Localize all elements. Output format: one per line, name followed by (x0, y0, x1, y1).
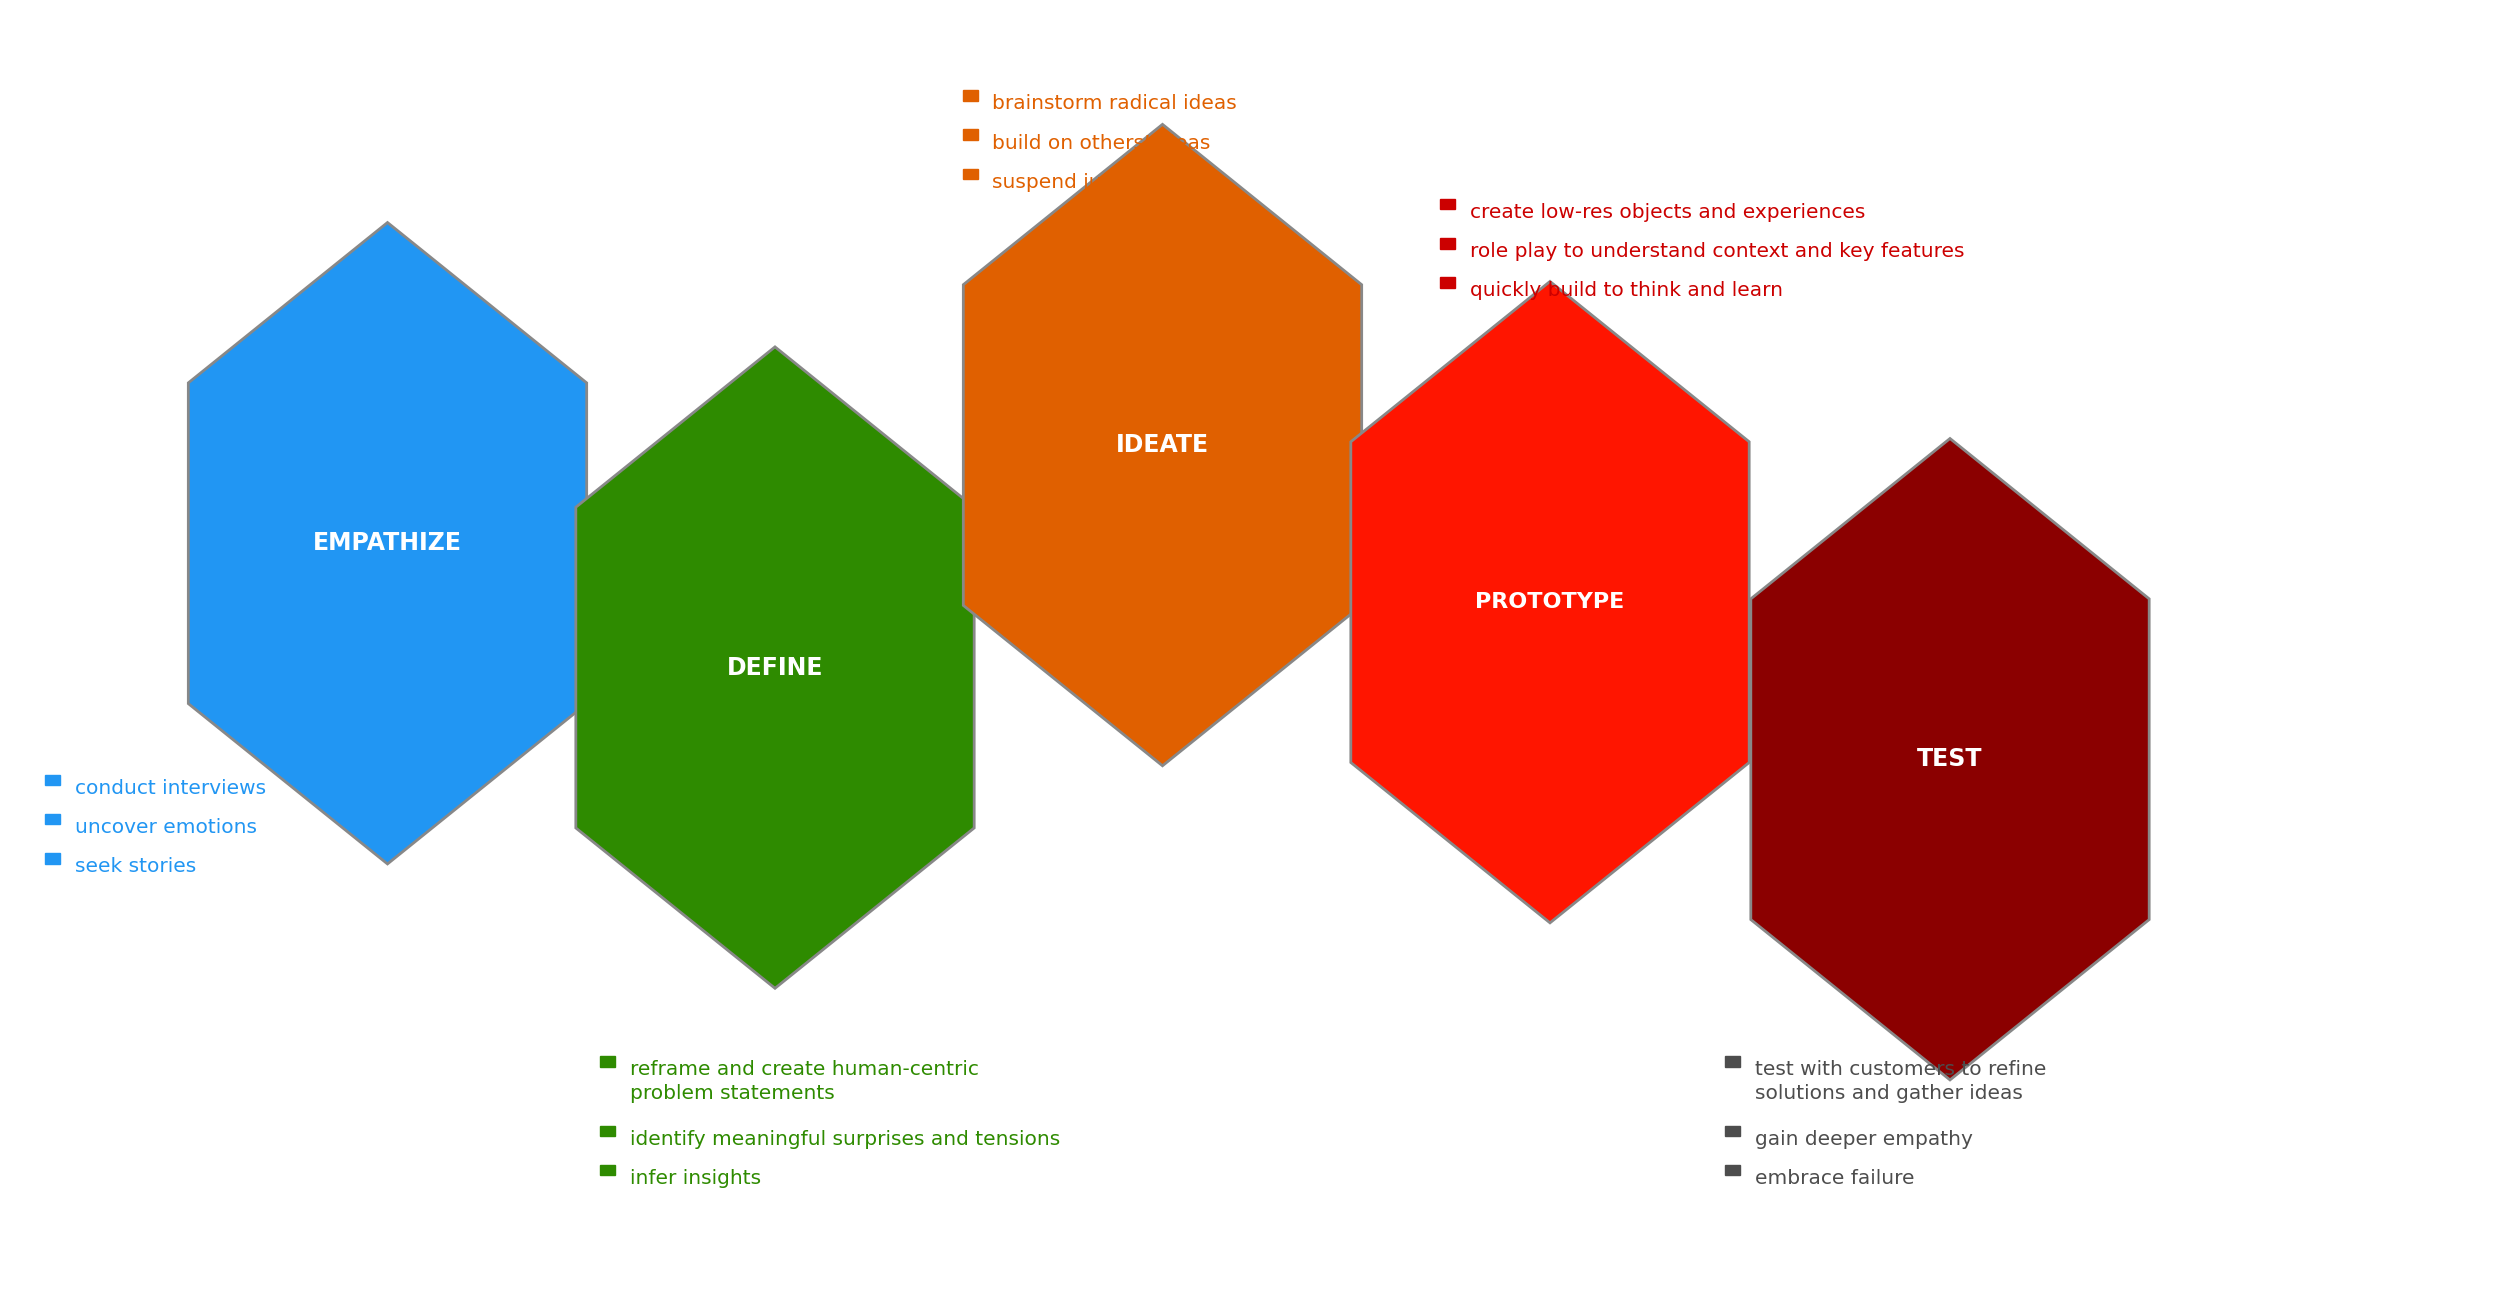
Text: reframe and create human-centric
problem statements: reframe and create human-centric problem… (630, 1060, 980, 1102)
Polygon shape (962, 124, 1362, 766)
Text: brainstorm radical ideas: brainstorm radical ideas (992, 94, 1238, 114)
Bar (600, 1165, 615, 1175)
Text: uncover emotions: uncover emotions (75, 818, 258, 838)
Bar (45, 775, 60, 785)
Text: IDEATE: IDEATE (1115, 433, 1210, 457)
Bar (1440, 278, 1455, 288)
Text: suspend judgement: suspend judgement (992, 173, 1192, 192)
Polygon shape (1350, 281, 1750, 923)
Text: TEST: TEST (1918, 747, 1982, 771)
Text: build on others’ ideas: build on others’ ideas (992, 134, 1210, 153)
Bar (45, 853, 60, 864)
Text: embrace failure: embrace failure (1755, 1169, 1915, 1189)
Bar (1725, 1126, 1740, 1136)
Bar (1725, 1056, 1740, 1067)
Bar (1725, 1165, 1740, 1175)
Text: DEFINE: DEFINE (728, 656, 823, 679)
Polygon shape (575, 347, 975, 988)
Polygon shape (1750, 439, 2150, 1080)
Bar (600, 1056, 615, 1067)
Text: role play to understand context and key features: role play to understand context and key … (1470, 242, 1965, 262)
Text: EMPATHIZE: EMPATHIZE (312, 531, 462, 555)
Bar (1440, 199, 1455, 209)
Text: conduct interviews: conduct interviews (75, 779, 265, 798)
Text: PROTOTYPE: PROTOTYPE (1475, 592, 1625, 613)
Text: quickly build to think and learn: quickly build to think and learn (1470, 281, 1782, 301)
Bar (962, 169, 978, 179)
Text: gain deeper empathy: gain deeper empathy (1755, 1130, 1973, 1149)
Text: test with customers to refine
solutions and gather ideas: test with customers to refine solutions … (1755, 1060, 2048, 1102)
Bar (1440, 238, 1455, 249)
Polygon shape (188, 223, 588, 864)
Bar (600, 1126, 615, 1136)
Bar (962, 90, 978, 101)
Bar (962, 130, 978, 140)
Text: create low-res objects and experiences: create low-res objects and experiences (1470, 203, 1865, 223)
Text: identify meaningful surprises and tensions: identify meaningful surprises and tensio… (630, 1130, 1060, 1149)
Text: infer insights: infer insights (630, 1169, 760, 1189)
Bar (45, 814, 60, 825)
Text: seek stories: seek stories (75, 857, 195, 877)
